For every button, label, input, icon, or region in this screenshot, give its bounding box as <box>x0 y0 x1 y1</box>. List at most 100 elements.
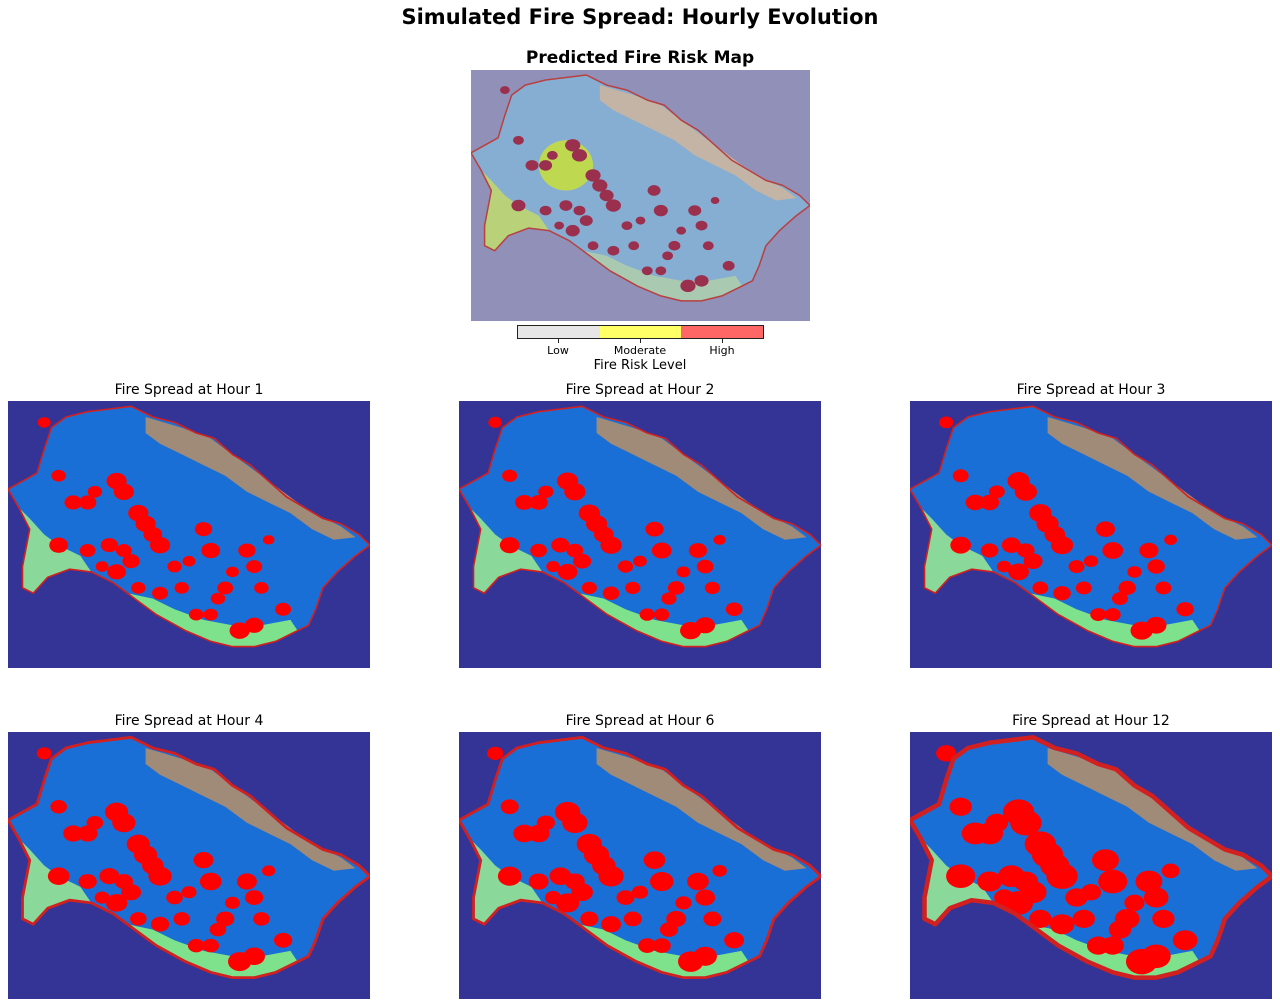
risk-hotspot <box>579 215 593 226</box>
fire-patch <box>652 938 671 953</box>
region-landmass <box>471 75 810 301</box>
spread-map-hour-6 <box>459 732 821 999</box>
figure-title: Simulated Fire Spread: Hourly Evolution <box>401 5 879 29</box>
fire-patch <box>1143 887 1169 908</box>
risk-hotspot <box>635 216 646 225</box>
fire-patch <box>47 867 70 885</box>
fire-patch <box>1118 580 1136 596</box>
colorbar-ticks: Low Moderate High <box>517 339 764 359</box>
risk-hotspot <box>680 279 696 293</box>
fire-patch <box>1164 534 1178 546</box>
fire-patch <box>203 608 218 621</box>
fire-patch <box>86 816 104 830</box>
fire-patch <box>121 884 142 901</box>
fire-patch <box>229 622 250 639</box>
fire-patch <box>649 871 674 892</box>
fire-patch <box>254 582 269 594</box>
foothill-vegetation <box>582 250 743 301</box>
fire-patch <box>538 485 554 498</box>
fire-patch <box>499 537 520 554</box>
risk-hotspot <box>676 226 687 235</box>
fire-patch <box>1111 592 1128 606</box>
fire-patch <box>1083 555 1099 568</box>
fire-patch <box>107 564 127 580</box>
fire-patch <box>598 865 624 887</box>
region-boundary <box>910 405 1272 648</box>
region-boundary <box>471 74 810 302</box>
fire-patch <box>1098 869 1128 894</box>
fire-patch <box>94 891 110 904</box>
fire-patch <box>1155 581 1172 595</box>
risk-hotspot <box>500 86 510 95</box>
colorbar-segment-high <box>681 326 764 338</box>
fire-patch <box>1075 581 1092 595</box>
fire-patch <box>87 485 103 498</box>
spread-map-hour-4 <box>8 732 370 999</box>
fire-patch <box>275 602 292 616</box>
fire-patch <box>1172 930 1198 951</box>
fire-patch <box>602 586 620 601</box>
panel-title-hour-4: Fire Spread at Hour 4 <box>114 713 264 729</box>
fire-patch <box>616 890 635 905</box>
mountain-terrain <box>599 85 797 201</box>
fire-patch <box>601 916 621 933</box>
fire-patch <box>667 581 685 595</box>
fire-patch <box>515 495 534 510</box>
fire-patch <box>1049 914 1075 935</box>
fire-patch <box>210 592 226 605</box>
fire-patch <box>713 534 726 545</box>
fire-patch <box>1139 542 1159 559</box>
fire-patch <box>79 544 96 557</box>
fire-patch <box>633 555 647 567</box>
fire-patch <box>1176 602 1194 617</box>
fire-patch <box>1046 863 1078 889</box>
colorbar-title: Fire Risk Level <box>593 358 687 373</box>
fire-patch <box>1072 909 1095 929</box>
fire-patch <box>1102 542 1124 559</box>
fire-patch <box>187 938 205 953</box>
risk-hotspot <box>695 220 708 231</box>
fire-patch <box>939 416 954 429</box>
fire-patch <box>1108 920 1132 939</box>
risk-hotspot <box>573 205 586 216</box>
spread-map-hour-3 <box>910 401 1272 668</box>
region-landmass <box>459 406 821 647</box>
fire-patch <box>181 886 197 899</box>
fire-patch <box>500 799 519 815</box>
fire-patch <box>1090 608 1107 622</box>
mountain-terrain <box>1047 417 1258 540</box>
fire-patch <box>236 873 257 890</box>
fire-patch <box>105 894 128 912</box>
fire-patch <box>49 537 69 553</box>
fire-patch <box>688 543 708 558</box>
fire-patch <box>1101 936 1124 955</box>
fire-patch <box>1127 566 1142 578</box>
fire-patch <box>581 581 597 595</box>
spread-map-svg <box>8 401 370 668</box>
fire-patch <box>63 825 84 842</box>
risk-hotspot <box>592 179 608 192</box>
fire-patch <box>262 535 275 545</box>
fire-patch <box>661 592 677 605</box>
fire-patch <box>115 544 132 557</box>
risk-hotspot <box>525 160 539 171</box>
fire-patch <box>1104 608 1121 622</box>
fire-patch <box>936 745 957 762</box>
fire-patch <box>695 617 716 634</box>
fire-patch <box>174 582 189 594</box>
fire-patch <box>528 873 549 890</box>
colorbar-tick <box>722 339 723 343</box>
fire-patch <box>37 417 51 428</box>
risk-hotspot <box>607 245 620 256</box>
fire-patch <box>1008 563 1029 581</box>
fire-patch <box>225 566 239 578</box>
fire-patch <box>202 938 220 953</box>
fire-patch <box>572 553 592 569</box>
region-boundary <box>8 735 370 980</box>
fire-patch <box>253 912 270 926</box>
fire-patch <box>571 883 593 902</box>
spread-map-svg <box>910 401 1272 668</box>
fire-patch <box>1092 849 1119 872</box>
risk-hotspot <box>513 135 524 145</box>
mountain-terrain <box>596 748 807 871</box>
